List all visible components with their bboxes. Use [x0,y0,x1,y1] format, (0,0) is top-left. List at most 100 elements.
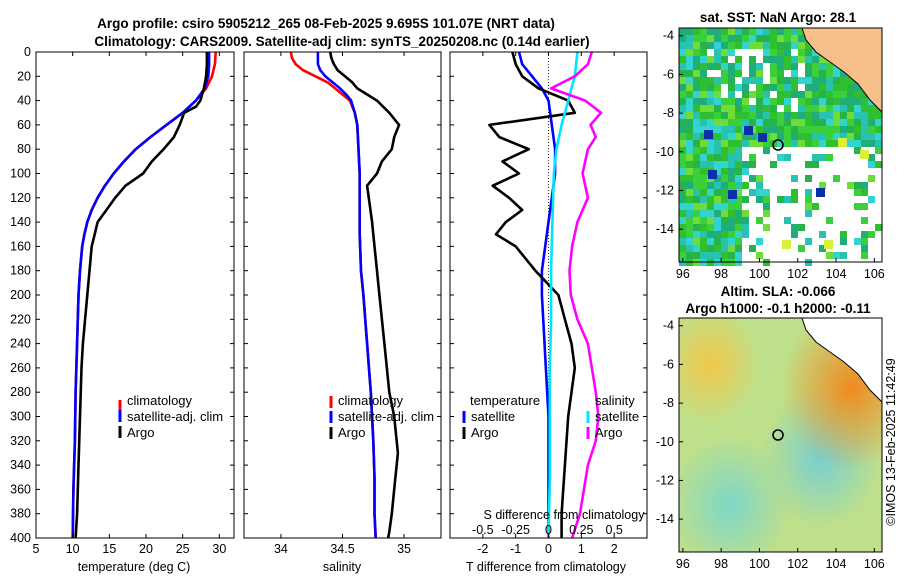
sla-map-title-line2: Argo h1000: -0.1 h2000: -0.11 [685,301,871,316]
sst-cell [686,133,693,140]
sst-cell [728,84,735,91]
sst-cell-cold [708,170,717,179]
sst-cell [749,133,756,140]
sst-cell [861,98,868,105]
sst-cell [805,133,812,140]
sst-cell [707,182,714,189]
sst-cell-nodata [868,210,875,217]
sst-cell [693,182,700,189]
sst-cell [693,98,700,105]
sst-cell [742,133,749,140]
sst-cell [819,105,826,112]
sst-cell [707,28,714,35]
sst-cell-nodata [868,217,875,224]
sst-cell [721,252,728,259]
sst-cell-nodata [875,182,882,189]
sst-cell [693,175,700,182]
map-x-tick-label: 100 [749,267,770,281]
sst-cell [707,147,714,154]
sst-cell [756,238,763,245]
sst-cell [742,182,749,189]
sst-cell-nodata [826,175,833,182]
sst-cell-warm [860,150,869,159]
sst-cell-nodata [749,168,756,175]
sst-cell-nodata [763,154,770,161]
sst-cell [749,105,756,112]
sst-cell [728,91,735,98]
sst-cell [770,42,777,49]
sst-cell [721,140,728,147]
sst-cell [819,245,826,252]
temperature-xlabel: temperature (deg C) [78,560,191,574]
x-tick-label: 15 [102,542,116,556]
sst-cell [742,84,749,91]
sst-cell-nodata [847,210,854,217]
sst-cell-nodata [847,231,854,238]
sst-cell [819,77,826,84]
sst-cell [714,105,721,112]
sst-cell-nodata [742,238,749,245]
sst-cell-nodata [798,231,805,238]
sst-cell [686,203,693,210]
sst-cell-nodata [805,147,812,154]
sst-cell [875,126,882,133]
sst-cell-nodata [854,245,861,252]
sst-cell [700,91,707,98]
sst-cell-nodata [721,91,728,98]
sst-cell [861,217,868,224]
x-tick-label: -2 [477,542,488,556]
sst-cell [763,140,770,147]
sst-cell [728,147,735,154]
sst-cell-nodata [777,189,784,196]
sst-cell [847,126,854,133]
series-line-t-argo [488,51,577,538]
sst-cell [819,140,826,147]
sst-cell-nodata [728,56,735,63]
sst-cell [819,126,826,133]
sst-cell [693,252,700,259]
sst-cell [714,63,721,70]
sst-cell [854,133,861,140]
x-tick-label: 1 [578,542,585,556]
sst-cell [861,119,868,126]
sst-cell-nodata [840,245,847,252]
sst-cell-nodata [770,196,777,203]
sst-cell-nodata [868,182,875,189]
legend-title-salinity: salinity [595,393,635,408]
sst-cell [749,119,756,126]
sst-cell-nodata [742,70,749,77]
sst-cell [707,119,714,126]
sst-cell [791,189,798,196]
sst-cell [714,231,721,238]
map-y-tick-label: -12 [656,473,674,487]
sst-cell [763,42,770,49]
sst-cell [826,217,833,224]
map-y-tick-label: -14 [656,222,674,236]
sst-cell-nodata [770,238,777,245]
sst-cell [714,112,721,119]
sst-cell-nodata [854,154,861,161]
sst-cell [693,49,700,56]
sst-cell-nodata [847,217,854,224]
sst-cell-nodata [756,49,763,56]
sst-cell [784,98,791,105]
sst-cell [735,168,742,175]
sst-cell [735,231,742,238]
sst-cell [700,112,707,119]
sst-cell [791,77,798,84]
sst-cell [728,35,735,42]
sst-cell [728,126,735,133]
sst-cell-nodata [791,168,798,175]
sst-cell [721,217,728,224]
sst-cell [700,203,707,210]
sla-map-argo-marker [772,429,784,441]
sst-cell-nodata [777,238,784,245]
sst-cell [784,77,791,84]
sst-cell [714,56,721,63]
x2-tick-label: -0.25 [501,523,530,537]
sst-cell-nodata [833,231,840,238]
sst-cell [861,189,868,196]
sst-cell [819,112,826,119]
sst-cell [686,217,693,224]
sst-cell [679,238,686,245]
